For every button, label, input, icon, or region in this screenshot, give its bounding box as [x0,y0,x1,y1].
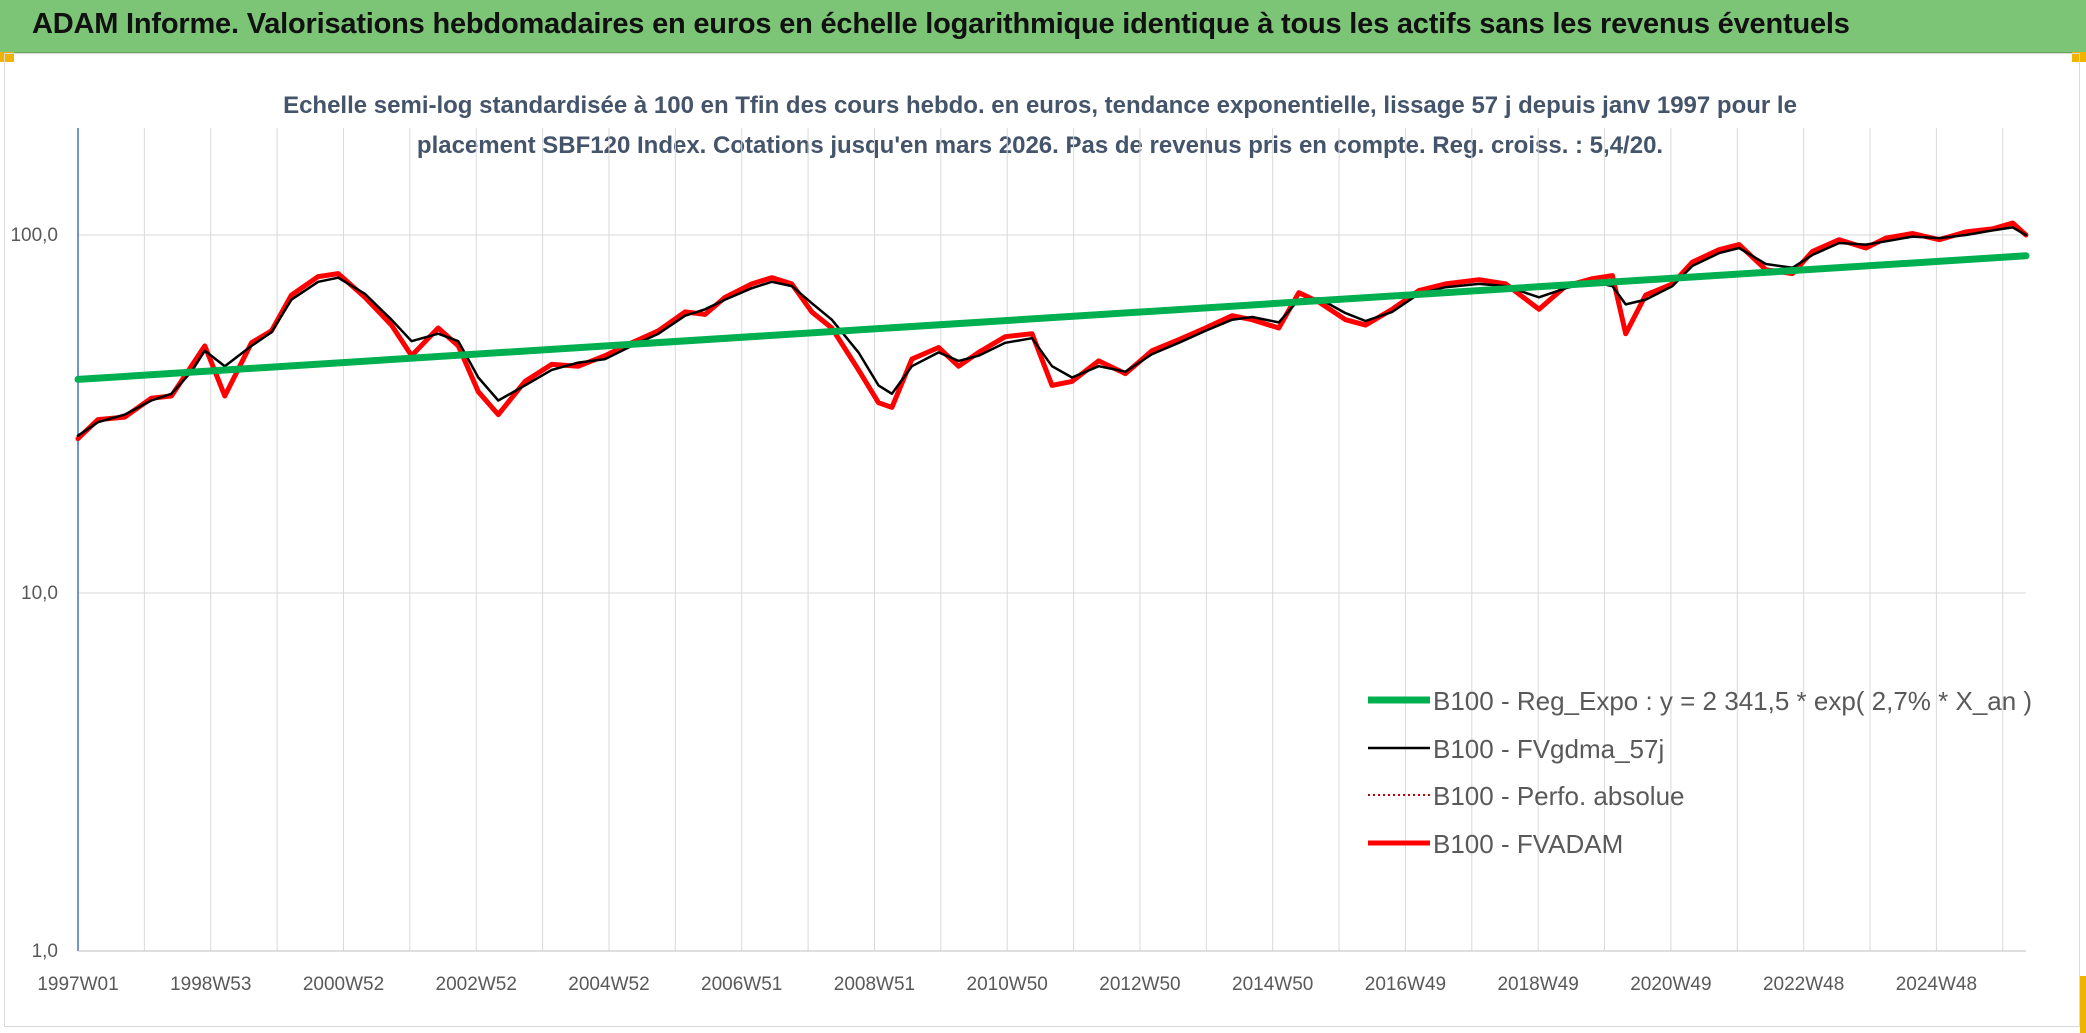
x-tick-label-3: 2002W52 [436,974,517,995]
chart-frame [4,53,2080,1027]
x-tick-label-8: 2012W50 [1099,974,1180,995]
report-title: ADAM Informe. Valorisations hebdomadaire… [32,8,1850,40]
header-banner: ADAM Informe. Valorisations hebdomadaire… [0,0,2086,53]
chart-subtitle: Echelle semi-log standardisée à 100 en T… [240,86,1840,166]
series-line-0 [74,252,2030,383]
x-tick-label-0: 1997W01 [37,974,118,995]
x-tick-label-2: 2000W52 [303,974,384,995]
y-tick-label-0: 1,0 [32,941,58,962]
x-tick-label-4: 2004W52 [568,974,649,995]
x-tick-label-10: 2016W49 [1365,974,1446,995]
legend-label-2: B100 - Perfo. absolue [1433,781,1685,811]
legend: B100 - Reg_Expo : y = 2 341,5 * exp( 2,7… [1368,686,2032,859]
legend-label-3: B100 - FVADAM [1433,829,1623,859]
x-tick-label-6: 2008W51 [834,974,915,995]
series-line-1 [76,226,2028,437]
gridlines [77,128,2026,952]
series-layer [74,220,2030,442]
x-tick-label-9: 2014W50 [1232,974,1313,995]
x-tick-label-14: 2024W48 [1896,974,1977,995]
x-tick-label-5: 2006W51 [701,974,782,995]
x-tick-label-12: 2020W49 [1630,974,1711,995]
axes [77,128,2026,952]
x-tick-label-13: 2022W48 [1763,974,1844,995]
legend-label-0: B100 - Reg_Expo : y = 2 341,5 * exp( 2,7… [1433,686,2032,716]
chart-subtitle-line-2: placement SBF120 Index. Cotations jusqu'… [416,132,1664,159]
y-tick-label-2: 100,0 [10,225,58,246]
chart-subtitle-line-1: Echelle semi-log standardisée à 100 en T… [283,92,1797,119]
y-tick-label-1: 10,0 [21,583,58,604]
corner-marker-bottom-right [2080,976,2086,1033]
tick-labels: 1,0 10,0 100,0 1997W01 1998W53 2000W52 2002W52… [10,225,1977,995]
corner-marker-top-left [0,52,14,62]
x-tick-label-7: 2010W50 [967,974,1048,995]
x-tick-label-1: 1998W53 [170,974,251,995]
x-tick-label-11: 2018W49 [1497,974,1578,995]
series-line-3 [75,220,2029,442]
legend-label-1: B100 - FVgdma_57j [1433,734,1664,764]
